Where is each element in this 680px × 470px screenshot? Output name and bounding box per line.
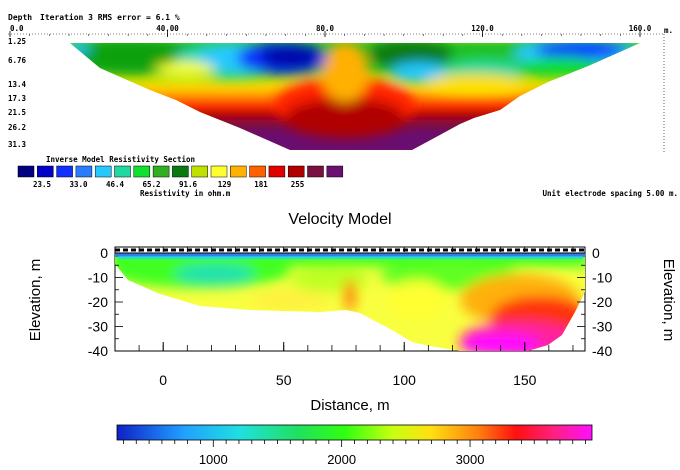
legend-label: 23.5 <box>33 180 51 189</box>
res-x-tick-label: 0.0 <box>10 24 24 33</box>
res-depth-label: 17.3 <box>8 94 27 103</box>
legend-swatch <box>230 165 247 178</box>
legend-swatch <box>152 165 170 178</box>
colorbar-ticks: 1000 2000 3000 <box>123 440 586 467</box>
legend-swatch <box>307 165 324 178</box>
y-axis-label-right: Elevation, m <box>660 259 677 342</box>
x-axis-label: Distance, m <box>310 397 389 414</box>
vel-y-tick-label-left: -40 <box>88 343 108 359</box>
x-unit-label: m. <box>664 26 673 35</box>
legend-title: Inverse Model Resistivity Section <box>46 155 195 164</box>
res-depth-label: 1.25 <box>8 37 26 46</box>
legend-swatch <box>114 165 131 178</box>
legend-swatch <box>37 165 54 178</box>
velocity-panel: Velocity Model <box>27 211 677 467</box>
resistivity-legend-labels: 23.5 33.0 46.4 65.2 91.6 129 181 255 <box>33 180 304 189</box>
vel-x-tick-label: 50 <box>276 372 292 388</box>
velocity-field <box>115 253 585 351</box>
colorbar-tick-label: 3000 <box>456 452 485 467</box>
res-depth-label: 31.3 <box>8 140 27 149</box>
legend-swatch <box>287 165 305 178</box>
legend-label: 255 <box>291 180 305 189</box>
colorbar-tick-label: 1000 <box>199 452 228 467</box>
colorbar-tick-label: 2000 <box>327 452 356 467</box>
legend-swatch <box>249 165 266 178</box>
res-depth-label: 26.2 <box>8 123 26 132</box>
res-depth-label: 13.4 <box>8 80 27 89</box>
legend-swatch <box>56 165 73 178</box>
resistivity-section <box>70 43 640 150</box>
velocity-title: Velocity Model <box>288 211 391 228</box>
legend-unit: Resistivity in ohm.m <box>140 189 231 198</box>
vel-x-tick-label: 100 <box>393 372 417 388</box>
vel-y-tick-label-left: -30 <box>88 319 108 335</box>
res-x-tick-label: 80.0 <box>316 24 335 33</box>
legend-label: 46.4 <box>106 180 125 189</box>
vel-x-tick-label: 0 <box>159 372 167 388</box>
vel-x-tick-label: 150 <box>513 372 537 388</box>
legend-swatch <box>268 165 286 178</box>
legend-swatch <box>172 165 189 178</box>
iteration-caption: Iteration 3 RMS error = 6.1 % <box>40 12 180 22</box>
legend-swatch <box>75 165 93 178</box>
velocity-y-ticks-right: 0 -10 -20 -30 -40 <box>577 245 612 359</box>
legend-label: 181 <box>254 180 268 189</box>
resistivity-panel: Depth Iteration 3 RMS error = 6.1 % 0.0 4… <box>8 12 678 198</box>
vel-y-tick-label-left: 0 <box>100 245 108 261</box>
legend-swatch <box>210 165 228 178</box>
vel-y-tick-label-right: -40 <box>592 343 612 359</box>
vel-y-tick-label-right: -10 <box>592 270 612 286</box>
legend-swatch <box>133 165 151 178</box>
legend-swatch <box>17 165 35 178</box>
vel-y-tick-label-left: -20 <box>88 294 108 310</box>
velocity-y-ticks-left: 0 -10 -20 -30 -40 <box>88 245 123 359</box>
res-x-tick-label: 160.0 <box>629 24 652 33</box>
resistivity-legend-swatches <box>17 165 344 178</box>
legend-label: 129 <box>218 180 232 189</box>
vel-y-tick-label-right: -30 <box>592 319 612 335</box>
legend-label: 65.2 <box>142 180 160 189</box>
legend-label: 91.6 <box>179 180 198 189</box>
depth-header: Depth <box>8 13 32 22</box>
vel-y-tick-label-right: 0 <box>592 245 600 261</box>
velocity-x-ticks: 0 50 100 150 <box>138 247 574 388</box>
vel-y-tick-label-left: -10 <box>88 270 108 286</box>
legend-label: 33.0 <box>69 180 88 189</box>
y-axis-label-left: Elevation, m <box>27 259 44 342</box>
legend-swatch <box>94 165 112 178</box>
res-depth-label: 6.76 <box>8 56 27 65</box>
res-x-tick-label: 120.0 <box>471 24 494 33</box>
resistivity-x-ticks: 0.0 40.00 80.0 120.0 160.0 <box>9 24 652 37</box>
res-x-tick-label: 40.00 <box>156 24 179 33</box>
resistivity-depth-ticks: 1.25 6.76 13.4 17.3 21.5 26.2 31.3 <box>8 37 27 149</box>
legend-swatch <box>326 165 344 178</box>
legend-swatch <box>191 165 208 178</box>
vel-y-tick-label-right: -20 <box>592 294 612 310</box>
velocity-colorbar <box>116 424 593 441</box>
res-depth-label: 21.5 <box>8 108 26 117</box>
electrode-spacing-note: Unit electrode spacing 5.00 m. <box>543 189 678 198</box>
